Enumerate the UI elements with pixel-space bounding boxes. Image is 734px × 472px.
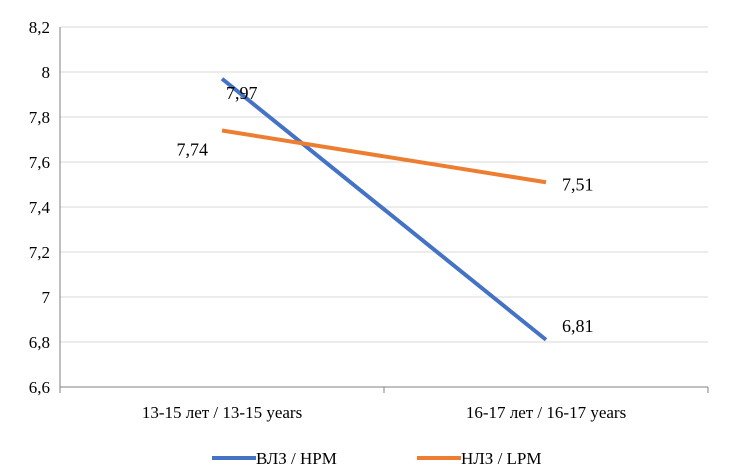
data-label: 7,51 bbox=[562, 174, 594, 194]
y-tick-label: 6,6 bbox=[29, 378, 50, 397]
data-label: 7,97 bbox=[226, 83, 258, 103]
y-tick-label: 7,6 bbox=[29, 153, 50, 172]
y-tick-label: 7,2 bbox=[29, 243, 50, 262]
series-line bbox=[220, 77, 548, 342]
data-label: 6,81 bbox=[562, 316, 594, 336]
x-category-label: 13-15 лет / 13-15 years bbox=[142, 403, 302, 422]
data-label: 7,74 bbox=[177, 140, 209, 160]
x-category-label: 16-17 лет / 16-17 years bbox=[466, 403, 626, 422]
series-line bbox=[221, 128, 547, 185]
y-tick-label: 7 bbox=[42, 288, 51, 307]
y-tick-label: 6,8 bbox=[29, 333, 50, 352]
y-tick-label: 8,2 bbox=[29, 18, 50, 37]
legend-label: ВЛЗ / HPM bbox=[256, 449, 337, 468]
y-tick-label: 7,8 bbox=[29, 108, 50, 127]
y-tick-label: 8 bbox=[42, 63, 51, 82]
legend-label: НЛЗ / LPM bbox=[461, 449, 542, 468]
y-tick-label: 7,4 bbox=[29, 198, 51, 217]
